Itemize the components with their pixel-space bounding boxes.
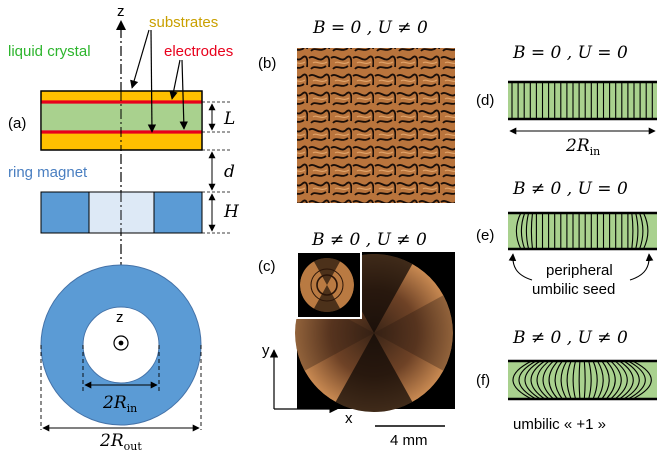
director-line bbox=[512, 360, 532, 400]
substrate-pointer-top bbox=[130, 29, 150, 89]
director-line bbox=[601, 360, 610, 400]
director-lines-f bbox=[512, 360, 652, 400]
panel-c: B ≠ 0 , U ≠ 0 (c) x y 4 mm bbox=[258, 230, 455, 449]
director-line bbox=[566, 360, 572, 400]
director-line bbox=[554, 360, 563, 400]
director-line bbox=[560, 360, 568, 400]
liquid-crystal-label: liquid crystal bbox=[8, 43, 91, 60]
annotation-peripheral: peripheral bbox=[546, 262, 613, 279]
panel-b-tag: (b) bbox=[258, 55, 276, 72]
panel-c-tag: (c) bbox=[258, 258, 276, 275]
panel-e-tag: (e) bbox=[476, 227, 494, 244]
director-lines-d bbox=[511, 82, 653, 119]
panel-c-condition: B ≠ 0 , U ≠ 0 bbox=[311, 230, 427, 250]
z-axis-label: z bbox=[117, 3, 125, 20]
x-axis-label: x bbox=[345, 410, 353, 427]
dim-L-label: L bbox=[223, 109, 235, 129]
panel-b: B = 0 , U ≠ 0 (b) bbox=[258, 18, 455, 203]
top-view-z-label: z bbox=[116, 309, 124, 326]
umbilic-cell bbox=[508, 361, 657, 399]
ring-magnet-label: ring magnet bbox=[8, 164, 88, 181]
panel-d-tag: (d) bbox=[476, 92, 494, 109]
substrates-label: substrates bbox=[149, 14, 218, 31]
panel-f-condition: B ≠ 0 , U ≠ 0 bbox=[512, 328, 628, 348]
director-line bbox=[583, 360, 586, 400]
panel-e-condition: B ≠ 0 , U = 0 bbox=[512, 179, 628, 199]
director-line bbox=[632, 360, 652, 400]
annotation-umbilic-plus-one: umbilic « +1 » bbox=[513, 416, 606, 433]
z-axis-arrowhead-icon bbox=[116, 20, 126, 30]
r-out-label: 2Rout bbox=[99, 431, 142, 451]
panel-a: (a) z substrates electrodes liquid cryst… bbox=[8, 3, 240, 451]
scale-bar-label: 4 mm bbox=[390, 432, 428, 449]
director-line bbox=[588, 360, 592, 400]
y-axis-label: y bbox=[262, 342, 270, 359]
director-line bbox=[524, 360, 541, 400]
director-line bbox=[610, 360, 622, 400]
director-line bbox=[548, 360, 559, 400]
director-line bbox=[578, 360, 581, 400]
panel-b-condition: B = 0 , U ≠ 0 bbox=[312, 18, 428, 38]
director-line bbox=[639, 212, 644, 250]
dim-d-label: d bbox=[224, 162, 235, 182]
director-line bbox=[619, 360, 634, 400]
panel-a-tag: (a) bbox=[8, 115, 26, 132]
seed-pointer-left bbox=[508, 253, 533, 281]
director-lines-e bbox=[515, 212, 649, 250]
panel-e: B ≠ 0 , U = 0 (e) peripheral umbilic see… bbox=[476, 179, 657, 298]
director-line bbox=[623, 360, 640, 400]
director-line bbox=[530, 212, 534, 250]
director-line bbox=[525, 212, 530, 250]
r-in-label: 2Rin bbox=[102, 393, 137, 415]
director-line bbox=[520, 212, 526, 250]
director-line bbox=[627, 360, 646, 400]
director-line bbox=[631, 212, 634, 250]
electrode-pointer-top bbox=[169, 59, 181, 100]
panel-d-condition: B = 0 , U = 0 bbox=[512, 43, 628, 63]
director-line bbox=[542, 360, 554, 400]
cell-width-label: 2Rin bbox=[565, 136, 600, 158]
substrate-pointer-bottom bbox=[147, 29, 157, 133]
director-line bbox=[643, 212, 649, 250]
seed-pointer-right bbox=[629, 253, 654, 281]
director-line bbox=[635, 212, 639, 250]
panel-f: B ≠ 0 , U ≠ 0 (f) umbilic « +1 » bbox=[476, 328, 657, 433]
director-line bbox=[530, 360, 546, 400]
director-line bbox=[605, 360, 616, 400]
director-line bbox=[597, 360, 604, 400]
electrodes-label: electrodes bbox=[164, 43, 233, 60]
director-line bbox=[614, 360, 628, 400]
director-line bbox=[592, 360, 598, 400]
peripheral-seed-cell bbox=[508, 213, 657, 249]
director-line bbox=[536, 360, 550, 400]
panel-f-tag: (f) bbox=[476, 372, 490, 389]
dim-H-label: H bbox=[223, 202, 240, 222]
director-line bbox=[572, 360, 577, 400]
director-line bbox=[515, 212, 522, 250]
director-line bbox=[518, 360, 537, 400]
annotation-umbilic-seed: umbilic seed bbox=[532, 281, 615, 298]
schlieren-texture-image bbox=[297, 48, 455, 203]
panel-d: B = 0 , U = 0 (d) 2Rin bbox=[476, 43, 657, 158]
electrode-pointer-bottom bbox=[179, 59, 188, 130]
uniform-director-cell bbox=[508, 82, 657, 119]
